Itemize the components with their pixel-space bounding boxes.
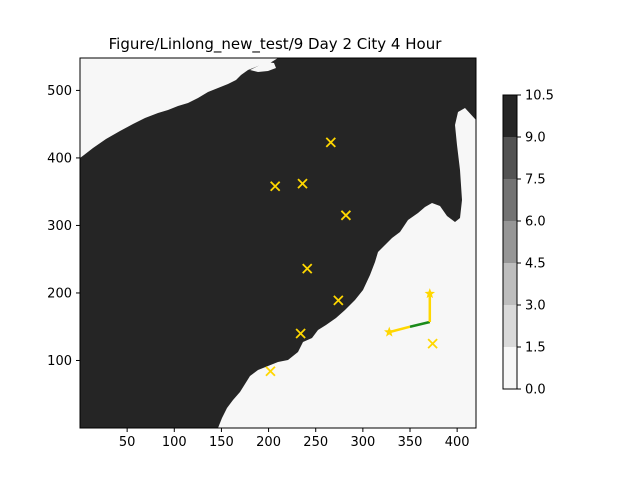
colorbar-tick-label: 3.0 (525, 299, 546, 314)
city-marker (325, 137, 336, 148)
route-start-star (384, 326, 395, 337)
colorbar-bands (503, 95, 517, 389)
path-layer (384, 288, 436, 337)
plot-area (79, 57, 477, 429)
city-marker (270, 181, 281, 192)
city-marker (265, 366, 276, 377)
colorbar-tick-label: 10.5 (525, 89, 554, 104)
colorbar-band (503, 347, 517, 389)
colorbar-band (503, 263, 517, 305)
colorbar-band (503, 179, 517, 221)
y-axis: 100 200 300 400 500 (47, 84, 80, 369)
chart-title: Figure/Linlong_new_test/9 Day 2 City 4 H… (109, 35, 443, 54)
cities-layer (265, 137, 438, 377)
city-marker (295, 328, 306, 339)
axes-frame (79, 57, 477, 429)
colorbar: 0.0 1.5 3.0 4.5 6.0 7.5 9.0 10.5 (502, 89, 554, 398)
x-tick-label: 300 (350, 435, 375, 450)
colorbar-band (503, 221, 517, 263)
route-end-star (424, 288, 436, 299)
colorbar-frame (502, 94, 518, 390)
colorbar-tick-label: 1.5 (525, 341, 546, 356)
city-marker (427, 338, 438, 349)
colorbar-tick-label: 7.5 (525, 173, 546, 188)
route-segment (409, 320, 431, 328)
land-mass (80, 58, 476, 428)
y-tick-label: 400 (47, 151, 72, 166)
x-tick-label: 250 (303, 435, 328, 450)
city-marker (302, 263, 313, 274)
colorbar-tick-label: 6.0 (525, 215, 546, 230)
x-tick-label: 200 (256, 435, 281, 450)
colorbar-tick-label: 0.0 (525, 383, 546, 398)
colorbar-tick-label: 4.5 (525, 257, 546, 272)
city-marker (340, 210, 352, 221)
y-tick-label: 300 (47, 219, 72, 234)
x-axis: 50 100 150 200 250 300 350 400 (119, 428, 470, 450)
y-tick-label: 500 (47, 84, 72, 99)
city-marker (297, 178, 308, 189)
colorbar-band (503, 305, 517, 347)
x-tick-label: 150 (209, 435, 234, 450)
x-tick-label: 50 (119, 435, 136, 450)
y-tick-label: 200 (47, 286, 72, 301)
city-marker (333, 295, 344, 306)
y-tick-label: 100 (47, 354, 72, 369)
x-tick-label: 400 (445, 435, 470, 450)
colorbar-tick-label: 9.0 (525, 131, 546, 146)
x-tick-label: 100 (162, 435, 187, 450)
colorbar-ticks: 0.0 1.5 3.0 4.5 6.0 7.5 9.0 10.5 (517, 89, 554, 398)
colorbar-band (503, 137, 517, 179)
sea-inlet-northwest (80, 58, 278, 158)
x-tick-label: 350 (398, 435, 423, 450)
colorbar-band (503, 95, 517, 137)
island (250, 62, 276, 72)
